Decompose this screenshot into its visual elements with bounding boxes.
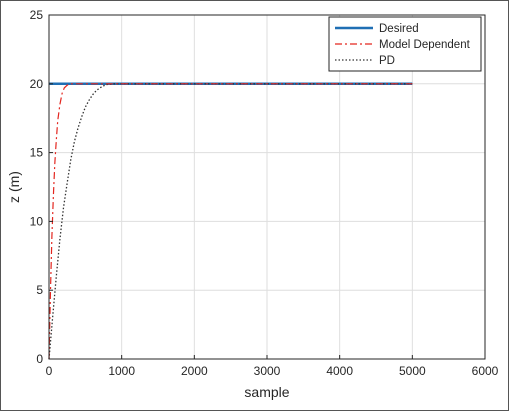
series-line-2 (48, 83, 413, 360)
y-axis-label: z (m) (6, 171, 22, 203)
x-tick-label-1: 1000 (108, 364, 135, 378)
legend-label-0: Desired (379, 23, 419, 35)
x-axis-label: sample (244, 384, 289, 400)
y-tick-label-3: 15 (30, 146, 44, 160)
x-tick-label-4: 4000 (326, 364, 353, 378)
y-tick-label-1: 5 (36, 283, 43, 297)
x-tick-label-2: 2000 (181, 364, 208, 378)
x-tick-label-6: 6000 (472, 364, 499, 378)
axis-ticks: 0 1000 2000 3000 4000 5000 6000 0 5 10 15 20 25 (30, 8, 499, 378)
y-tick-label-5: 25 (30, 8, 44, 22)
y-tick-label-4: 20 (30, 77, 44, 91)
legend-label-2: PD (379, 55, 395, 67)
legend-label-1: Model Dependent (379, 39, 471, 51)
series-lines (48, 82, 413, 360)
x-tick-label-0: 0 (46, 364, 53, 378)
y-tick-label-0: 0 (36, 352, 43, 366)
x-tick-label-5: 5000 (399, 364, 426, 378)
series-line-1 (48, 83, 413, 360)
y-tick-label-2: 10 (30, 214, 44, 228)
legend: Desired Model Dependent PD (328, 16, 482, 72)
x-tick-label-3: 3000 (254, 364, 281, 378)
